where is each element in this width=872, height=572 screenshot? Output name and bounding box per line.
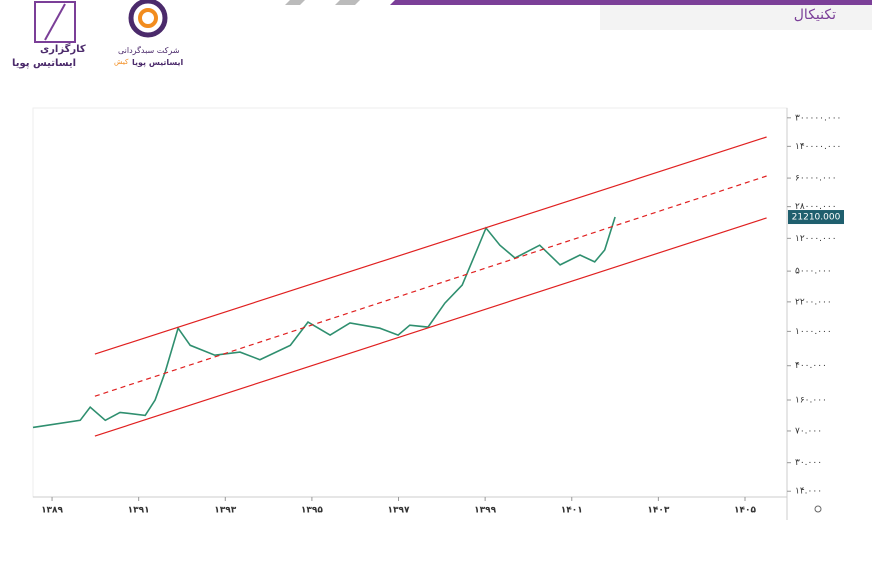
y-tick-label: ۴۰۰.۰۰۰ <box>795 361 827 371</box>
y-tick-label: ۳۰۰۰۰۰.۰۰۰ <box>795 113 841 123</box>
x-tick-label: ۱۳۹۵ <box>301 506 323 516</box>
decor <box>390 0 872 5</box>
y-tick-label: ۱۴۰۰۰۰.۰۰۰ <box>795 142 841 152</box>
logo-text: شرکت سبدگردانی <box>118 46 180 55</box>
logo-right <box>128 0 168 38</box>
logo-mark <box>44 3 66 41</box>
y-tick-label: ۷۰.۰۰۰ <box>795 426 822 436</box>
logo-mark <box>34 1 76 43</box>
y-tick-label: ۳۰.۰۰۰ <box>795 458 822 468</box>
logo-text: ایساتیس پویا <box>132 58 184 67</box>
x-tick-label: ۱۴۰۱ <box>561 506 583 516</box>
logo-text: کیش <box>114 58 129 66</box>
x-tick-label: ۱۳۹۱ <box>128 506 150 516</box>
decor <box>600 5 872 30</box>
decor <box>285 0 305 5</box>
y-tick-label: ۱۰۰۰.۰۰۰ <box>795 327 832 337</box>
series-line <box>94 136 767 355</box>
x-tick-label: ۱۳۹۹ <box>474 506 496 516</box>
x-tick-label: ۱۳۹۳ <box>214 506 236 516</box>
y-tick-label: ۱۴.۰۰۰ <box>795 487 822 497</box>
decor <box>335 0 360 5</box>
series-line <box>32 216 616 429</box>
logo-text: کارگزاری <box>40 44 86 55</box>
price-label-box <box>788 210 844 225</box>
y-tick-label: ۲۲۰۰.۰۰۰ <box>795 297 832 307</box>
y-tick-label: ۱۲۰۰۰.۰۰۰ <box>795 234 837 244</box>
logo-mark <box>128 0 168 38</box>
section-title: تکنیکال <box>793 7 836 23</box>
logo-left <box>34 1 76 43</box>
y-tick-label: ۶۰۰۰۰.۰۰۰ <box>795 174 837 184</box>
series-line <box>94 217 767 437</box>
logo-mark <box>138 8 158 28</box>
y-tick-label: ۵۰۰۰.۰۰۰ <box>795 267 832 277</box>
x-tick-label: ۱۴۰۳ <box>647 506 669 516</box>
price-label: 21210.000 <box>792 213 841 223</box>
x-tick-label: ۱۳۸۹ <box>41 506 63 516</box>
logo-text: ایساتیس پویا <box>12 58 77 69</box>
y-tick-label: ۲۸۰۰۰.۰۰۰ <box>795 202 837 212</box>
settings-icon[interactable] <box>814 505 822 513</box>
x-tick-label: ۱۴۰۵ <box>734 506 756 516</box>
plot-area <box>32 107 788 498</box>
x-tick-label: ۱۳۹۷ <box>388 506 410 516</box>
y-tick-label: ۱۶۰.۰۰۰ <box>795 396 827 406</box>
series-line <box>94 175 767 397</box>
